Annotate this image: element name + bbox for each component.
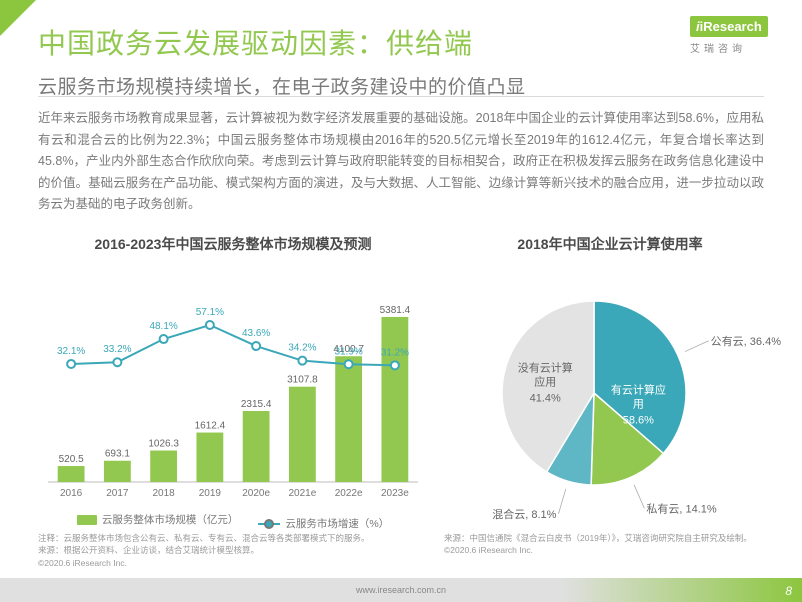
svg-text:应用: 应用 [534,374,556,388]
page-subtitle: 云服务市场规模持续增长，在电子政务建设中的价值凸显 [38,72,764,99]
svg-text:33.2%: 33.2% [103,344,131,355]
legend-item: 云服务整体市场规模（亿元） [77,512,239,527]
footnote-right: 来源：中国信通院《混合云白皮书（2019年）》，艾瑞咨询研究院自主研究及绘制。 … [444,532,774,557]
corner-accent [0,0,36,36]
footnote-left: 注释：云服务整体市场包含公有云、私有云、专有云、混合云等各类部署模式下的服务。 … [38,532,428,569]
svg-text:31.2%: 31.2% [381,347,409,358]
svg-text:48.1%: 48.1% [149,321,177,332]
copyright-right: ©2020.6 iResearch Inc. [444,544,774,556]
svg-text:2020e: 2020e [242,488,270,499]
svg-text:2018: 2018 [153,488,176,499]
svg-text:2315.4: 2315.4 [241,399,272,410]
footnote-left-2: 来源：根据公开资料、企业访谈，结合艾瑞统计模型核算。 [38,544,428,556]
svg-text:2022e: 2022e [335,488,363,499]
pie-chart-title: 2018年中国企业云计算使用率 [450,234,770,254]
page-title: 中国政务云发展驱动因素：供给端 [38,22,764,62]
svg-text:2023e: 2023e [381,488,409,499]
combo-chart-title: 2016-2023年中国云服务整体市场规模及预测 [38,234,428,254]
svg-text:58.6%: 58.6% [623,414,654,426]
body-text: 近年来云服务市场教育成果显著，云计算被视为数字经济发展重要的基础设施。2018年… [38,108,764,216]
svg-text:693.1: 693.1 [105,449,130,460]
svg-text:31.9%: 31.9% [334,346,362,357]
divider [38,96,764,97]
combo-chart: 520.5 2016 693.1 2017 1026.3 2018 1612.4 2019 23… [38,258,428,518]
svg-text:2016: 2016 [60,488,83,499]
svg-text:520.5: 520.5 [59,454,84,465]
bottom-bar: www.iresearch.com.cn [0,578,802,602]
svg-text:57.1%: 57.1% [196,307,224,318]
combo-chart-legend: 云服务整体市场规模（亿元） 云服务市场增速（%） [38,512,428,531]
footnote-right-1: 来源：中国信通院《混合云白皮书（2019年）》，艾瑞咨询研究院自主研究及绘制。 [444,532,774,544]
svg-text:2017: 2017 [106,488,129,499]
svg-text:2019: 2019 [199,488,222,499]
slide: iiResearch 艾瑞咨询 中国政务云发展驱动因素：供给端 云服务市场规模持… [0,0,802,602]
svg-text:有云计算应: 有云计算应 [611,382,666,396]
page-number: 8 [785,584,792,598]
svg-text:2021e: 2021e [288,488,316,499]
svg-text:私有云, 14.1%: 私有云, 14.1% [646,501,717,515]
footnote-left-1: 注释：云服务整体市场包含公有云、私有云、专有云、混合云等各类部署模式下的服务。 [38,532,428,544]
svg-text:43.6%: 43.6% [242,328,270,339]
svg-text:41.4%: 41.4% [530,392,561,404]
svg-text:3107.8: 3107.8 [287,375,318,386]
svg-text:用: 用 [633,398,644,410]
svg-text:1026.3: 1026.3 [148,439,179,450]
svg-text:公有云, 36.4%: 公有云, 36.4% [711,334,782,348]
legend-item: 云服务市场增速（%） [258,516,389,531]
svg-text:34.2%: 34.2% [288,343,316,354]
copyright-left: ©2020.6 iResearch Inc. [38,557,428,569]
svg-text:混合云, 8.1%: 混合云, 8.1% [492,507,556,521]
svg-text:没有云计算: 没有云计算 [518,360,573,374]
svg-text:5381.4: 5381.4 [380,305,411,316]
svg-text:32.1%: 32.1% [57,346,85,357]
pie-chart: 公有云, 36.4%私有云, 14.1%混合云, 8.1%没有云计算应用41.4… [444,258,774,518]
svg-text:1612.4: 1612.4 [195,421,226,432]
footer-url: www.iresearch.com.cn [356,585,446,595]
